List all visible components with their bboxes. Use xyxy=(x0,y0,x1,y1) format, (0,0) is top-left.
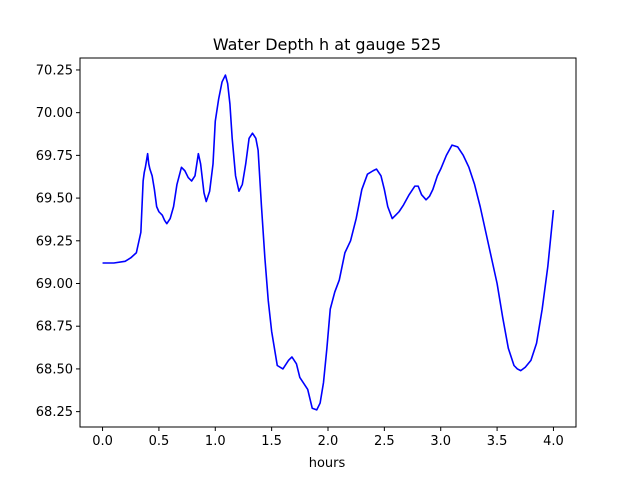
x-axis: 0.0 0.5 1.0 1.5 2.0 2.5 3.0 3.5 4.0 xyxy=(92,427,564,449)
series-layer xyxy=(102,74,555,411)
chart-title: Water Depth h at gauge 525 xyxy=(213,35,441,54)
y-tick-label: 69.75 xyxy=(36,149,73,164)
y-tick-label: 70.00 xyxy=(36,106,73,121)
x-tick-label: 3.5 xyxy=(487,434,508,449)
x-tick-label: 4.0 xyxy=(543,434,564,449)
y-tick-label: 68.75 xyxy=(36,320,73,335)
x-tick-label: 0.5 xyxy=(149,434,170,449)
x-axis-label: hours xyxy=(309,456,346,471)
x-tick-label: 3.0 xyxy=(430,434,451,449)
x-tick-label: 1.0 xyxy=(205,434,226,449)
y-tick-label: 68.50 xyxy=(36,362,73,377)
x-tick-label: 2.5 xyxy=(374,434,395,449)
y-tick-label: 69.25 xyxy=(36,234,73,249)
y-tick-label: 70.25 xyxy=(36,63,73,78)
y-axis: 68.25 68.50 68.75 69.00 69.25 69.50 69.75 70.00… xyxy=(36,63,80,420)
series-line-0 xyxy=(102,74,555,411)
x-tick-label: 2.0 xyxy=(318,434,339,449)
x-tick-label: 0.0 xyxy=(92,434,113,449)
y-tick-label: 69.00 xyxy=(36,277,73,292)
x-tick-label: 1.5 xyxy=(261,434,282,449)
y-tick-label: 68.25 xyxy=(36,405,73,420)
y-tick-label: 69.50 xyxy=(36,192,73,207)
